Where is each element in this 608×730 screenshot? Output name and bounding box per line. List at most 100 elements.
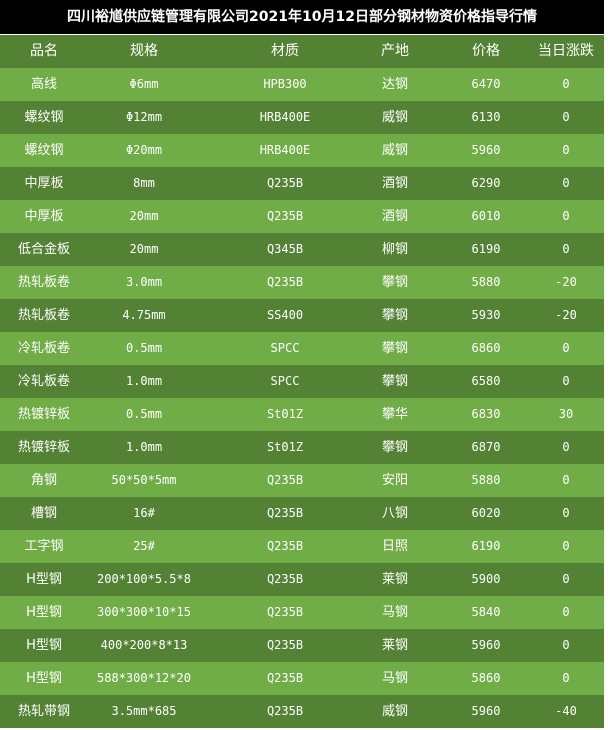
- cell-daily-change: 0: [562, 110, 570, 124]
- cell-material: Q235B: [266, 572, 304, 586]
- cell-origin: 达钢: [381, 77, 408, 92]
- cell-origin: 酒钢: [381, 176, 408, 191]
- cell-product-name: 低合金板: [17, 242, 70, 257]
- cell-price: 5960: [471, 143, 501, 157]
- cell-product-name: H型钢: [26, 605, 62, 620]
- cell-spec: 3.5mm*685: [111, 704, 177, 718]
- table-row: 螺纹钢 Φ12mm HRB400E 威钢 6130 0: [0, 101, 604, 134]
- cell-daily-change: 0: [562, 77, 570, 91]
- cell-daily-change: -20: [555, 308, 577, 322]
- cell-material: Q235B: [266, 506, 304, 520]
- cell-spec: 4.75mm: [122, 308, 166, 322]
- cell-spec: 20mm: [129, 242, 159, 256]
- table-header: 品名 规格 材质 产地 价格 当日涨跌: [0, 35, 604, 68]
- table-row: 冷轧板卷 0.5mm SPCC 攀钢 6860 0: [0, 332, 604, 365]
- cell-material: Q235B: [266, 638, 304, 652]
- cell-spec: 588*300*12*20: [97, 671, 191, 685]
- cell-material: Q345B: [266, 242, 304, 256]
- table-row: 热轧带钢 3.5mm*685 Q235B 威钢 5960 -40: [0, 695, 604, 728]
- cell-daily-change: 0: [562, 374, 570, 388]
- cell-spec: 25#: [133, 539, 155, 553]
- cell-spec: 200*100*5.5*8: [97, 572, 191, 586]
- cell-origin: 马钢: [381, 605, 408, 620]
- cell-product-name: 冷轧板卷: [17, 341, 70, 356]
- cell-spec: Φ12mm: [125, 110, 163, 124]
- cell-spec: 400*200*8*13: [100, 638, 188, 652]
- cell-daily-change: 0: [562, 242, 570, 256]
- cell-price: 5880: [471, 473, 501, 487]
- table-row: H型钢 400*200*8*13 Q235B 莱钢 5960 0: [0, 629, 604, 662]
- cell-spec: 50*50*5mm: [111, 473, 177, 487]
- cell-product-name: 热轧板卷: [17, 275, 70, 290]
- cell-price: 6580: [471, 374, 501, 388]
- cell-origin: 日照: [381, 539, 408, 554]
- header-material: 材质: [271, 43, 299, 59]
- cell-price: 6830: [471, 407, 501, 421]
- table-row: 工字钢 25# Q235B 日照 6190 0: [0, 530, 604, 563]
- cell-product-name: 中厚板: [24, 209, 64, 224]
- table-row: 低合金板 20mm Q345B 柳钢 6190 0: [0, 233, 604, 266]
- cell-product-name: 热镀锌板: [17, 407, 70, 422]
- cell-origin: 攀钢: [381, 275, 408, 290]
- cell-material: Q235B: [266, 671, 304, 685]
- cell-origin: 安阳: [381, 473, 408, 488]
- header-spec: 规格: [130, 43, 158, 59]
- cell-spec: Φ6mm: [129, 77, 159, 91]
- cell-daily-change: 0: [562, 473, 570, 487]
- cell-price: 5840: [471, 605, 501, 619]
- cell-origin: 威钢: [381, 143, 408, 158]
- cell-origin: 酒钢: [381, 209, 408, 224]
- cell-product-name: 热轧带钢: [17, 704, 70, 719]
- table-row: H型钢 200*100*5.5*8 Q235B 莱钢 5900 0: [0, 563, 604, 596]
- cell-daily-change: 30: [558, 407, 574, 421]
- table-row: H型钢 300*300*10*15 Q235B 马钢 5840 0: [0, 596, 604, 629]
- cell-product-name: 热镀锌板: [17, 440, 70, 455]
- cell-material: St01Z: [266, 407, 304, 421]
- cell-product-name: 螺纹钢: [24, 143, 64, 158]
- table-row: 中厚板 20mm Q235B 酒钢 6010 0: [0, 200, 604, 233]
- cell-daily-change: 0: [562, 638, 570, 652]
- cell-price: 6190: [471, 539, 501, 553]
- cell-product-name: 角钢: [30, 473, 57, 488]
- cell-spec: 1.0mm: [125, 374, 163, 388]
- cell-price: 6020: [471, 506, 501, 520]
- cell-price: 5960: [471, 638, 501, 652]
- table-row: 中厚板 8mm Q235B 酒钢 6290 0: [0, 167, 604, 200]
- cell-product-name: 热轧板卷: [17, 308, 70, 323]
- cell-price: 6470: [471, 77, 501, 91]
- cell-spec: 300*300*10*15: [97, 605, 191, 619]
- cell-origin: 八钢: [381, 506, 408, 521]
- table-row: 角钢 50*50*5mm Q235B 安阳 5880 0: [0, 464, 604, 497]
- cell-material: Q235B: [266, 209, 304, 223]
- cell-product-name: 工字钢: [24, 539, 64, 554]
- cell-material: Q235B: [266, 704, 304, 718]
- cell-origin: 莱钢: [381, 572, 408, 587]
- table-row: 热轧板卷 3.0mm Q235B 攀钢 5880 -20: [0, 266, 604, 299]
- cell-price: 5860: [471, 671, 501, 685]
- cell-daily-change: 0: [562, 506, 570, 520]
- cell-product-name: H型钢: [26, 572, 62, 587]
- cell-material: SS400: [266, 308, 304, 322]
- header-change: 当日涨跌: [538, 43, 594, 59]
- cell-daily-change: -20: [555, 275, 577, 289]
- cell-daily-change: -40: [555, 704, 577, 718]
- cell-price: 5930: [471, 308, 501, 322]
- cell-material: HPB300: [263, 77, 307, 91]
- cell-price: 6130: [471, 110, 501, 124]
- cell-daily-change: 0: [562, 440, 570, 454]
- cell-spec: 0.5mm: [125, 341, 163, 355]
- cell-daily-change: 0: [562, 143, 570, 157]
- cell-price: 5880: [471, 275, 501, 289]
- cell-origin: 莱钢: [381, 638, 408, 653]
- cell-spec: 8mm: [133, 176, 155, 190]
- table-row: 热轧板卷 4.75mm SS400 攀钢 5930 -20: [0, 299, 604, 332]
- cell-daily-change: 0: [562, 671, 570, 685]
- cell-product-name: 螺纹钢: [24, 110, 64, 125]
- table-row: H型钢 588*300*12*20 Q235B 马钢 5860 0: [0, 662, 604, 695]
- cell-material: SPCC: [270, 341, 300, 355]
- cell-daily-change: 0: [562, 176, 570, 190]
- page-title: 四川裕馗供应链管理有限公司2021年10月12日部分钢材物资价格指导行情: [0, 0, 604, 34]
- cell-material: HRB400E: [259, 143, 311, 157]
- cell-product-name: 冷轧板卷: [17, 374, 70, 389]
- cell-spec: 20mm: [129, 209, 159, 223]
